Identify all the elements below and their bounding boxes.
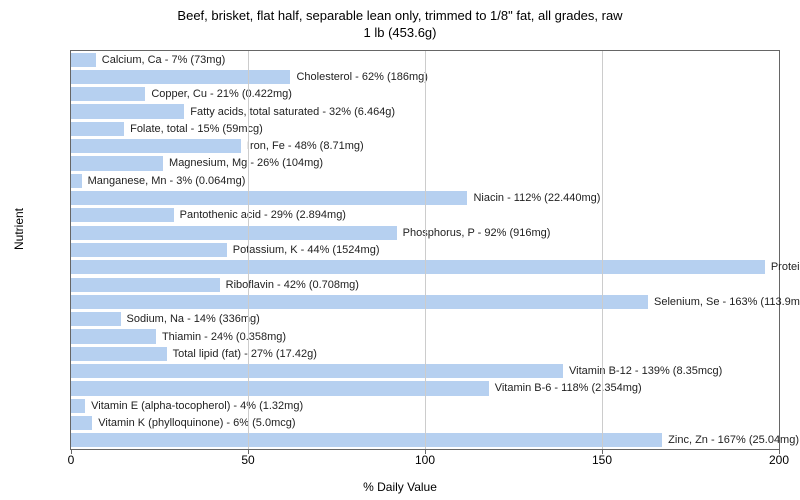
plot-area: Calcium, Ca - 7% (73mg) Cholesterol - 62%…	[70, 50, 780, 450]
bar-label: Niacin - 112% (22.440mg)	[473, 191, 600, 205]
bar	[71, 295, 648, 309]
bar-label: Thiamin - 24% (0.358mg)	[162, 329, 286, 343]
bar	[71, 243, 227, 257]
bar-label: Iron, Fe - 48% (8.71mg)	[247, 139, 364, 153]
bar-label: Magnesium, Mg - 26% (104mg)	[169, 156, 323, 170]
bar-label: Sodium, Na - 14% (336mg)	[127, 312, 260, 326]
x-tick-label: 50	[241, 453, 254, 467]
bar	[71, 260, 765, 274]
nutrient-chart: Beef, brisket, flat half, separable lean…	[0, 0, 800, 500]
title-line-2: 1 lb (453.6g)	[0, 25, 800, 42]
bar-label: Vitamin B-12 - 139% (8.35mcg)	[569, 364, 722, 378]
bar-label: Riboflavin - 42% (0.708mg)	[226, 278, 359, 292]
y-axis-label: Nutrient	[12, 208, 26, 250]
bar	[71, 122, 124, 136]
x-tick-label: 0	[68, 453, 75, 467]
bar-label: Vitamin B-6 - 118% (2.354mg)	[495, 381, 642, 395]
bar	[71, 87, 145, 101]
bar	[71, 364, 563, 378]
bar	[71, 208, 174, 222]
bar	[71, 329, 156, 343]
bar-label: Vitamin E (alpha-tocopherol) - 4% (1.32m…	[91, 399, 303, 413]
x-tick-label: 150	[592, 453, 612, 467]
bar	[71, 278, 220, 292]
bar-label: Vitamin K (phylloquinone) - 6% (5.0mcg)	[98, 416, 295, 430]
bar-label: Fatty acids, total saturated - 32% (6.46…	[190, 104, 395, 118]
bar	[71, 104, 184, 118]
bar-label: Manganese, Mn - 3% (0.064mg)	[88, 174, 246, 188]
bar-label: Folate, total - 15% (59mcg)	[130, 122, 263, 136]
bar	[71, 139, 241, 153]
bar-label: Selenium, Se - 163% (113.9mcg)	[654, 295, 800, 309]
bar	[71, 433, 662, 447]
bar	[71, 191, 467, 205]
bar	[71, 156, 163, 170]
bar	[71, 70, 290, 84]
gridline	[248, 51, 249, 449]
bar-label: Calcium, Ca - 7% (73mg)	[102, 53, 225, 67]
x-axis-label: % Daily Value	[0, 480, 800, 494]
title-line-1: Beef, brisket, flat half, separable lean…	[0, 8, 800, 25]
bar-label: Cholesterol - 62% (186mg)	[296, 70, 427, 84]
chart-title: Beef, brisket, flat half, separable lean…	[0, 0, 800, 42]
bar-label: Pantothenic acid - 29% (2.894mg)	[180, 208, 346, 222]
bar-label: Copper, Cu - 21% (0.422mg)	[151, 87, 292, 101]
bar	[71, 174, 82, 188]
bar	[71, 312, 121, 326]
bar	[71, 399, 85, 413]
gridline	[425, 51, 426, 449]
x-tick-label: 100	[415, 453, 435, 467]
bar-label: Zinc, Zn - 167% (25.04mg)	[668, 433, 799, 447]
bar-label: Potassium, K - 44% (1524mg)	[233, 243, 380, 257]
gridline	[602, 51, 603, 449]
bar-label: Protein - 196% (97.84g)	[771, 260, 800, 274]
bar	[71, 53, 96, 67]
bar	[71, 347, 167, 361]
x-tick-label: 200	[769, 453, 789, 467]
bar-label: Total lipid (fat) - 27% (17.42g)	[173, 347, 317, 361]
bar	[71, 226, 397, 240]
bar	[71, 416, 92, 430]
bar	[71, 381, 489, 395]
